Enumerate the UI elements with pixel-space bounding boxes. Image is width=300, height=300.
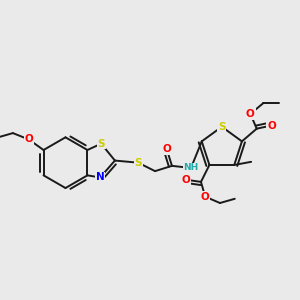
Text: O: O: [182, 175, 190, 185]
Text: S: S: [134, 158, 142, 168]
Text: O: O: [24, 134, 33, 144]
Text: O: O: [162, 144, 171, 154]
Text: N: N: [96, 172, 104, 182]
Text: S: S: [218, 122, 226, 132]
Text: O: O: [267, 121, 276, 130]
Text: O: O: [201, 192, 210, 202]
Text: O: O: [246, 109, 255, 119]
Text: S: S: [98, 139, 105, 149]
Text: NH: NH: [183, 164, 199, 172]
